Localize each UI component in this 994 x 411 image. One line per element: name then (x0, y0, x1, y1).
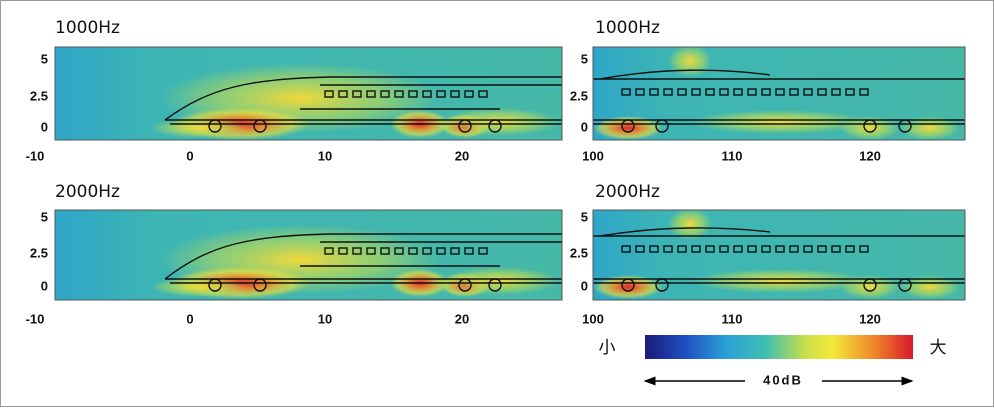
hot-spot (668, 208, 712, 240)
x-tick-label: 110 (722, 148, 743, 163)
y-tick-label: 0 (581, 278, 588, 293)
panel: 1000Hz 5 2.5 0 100 110 120 (570, 18, 965, 163)
heatmap (593, 208, 965, 300)
x-tick-label: 120 (859, 148, 881, 163)
panel-title: 1000Hz (595, 18, 660, 38)
panel: 2000Hz 5 2.5 0 100 110 120 (570, 182, 965, 326)
heatmap (55, 47, 562, 140)
x-tick-label: 10 (318, 311, 332, 326)
hot-spot (690, 110, 870, 134)
figure: 1000Hz52.50-10010201000Hz52.501001101202… (0, 0, 994, 407)
y-tick-label: 2.5 (570, 88, 588, 103)
color-scale (645, 335, 913, 359)
hot-spot (668, 45, 712, 77)
y-tick-label: 5 (581, 51, 588, 66)
panel-title: 2000Hz (595, 182, 660, 202)
panel-title: 1000Hz (55, 18, 120, 38)
x-tick-label: -10 (26, 311, 45, 326)
hot-spot (150, 118, 250, 138)
x-tick-label: 100 (582, 311, 604, 326)
panel: 2000Hz 5 2.5 0 -10 0 10 20 (26, 182, 562, 326)
x-tick-label: 0 (186, 148, 193, 163)
y-tick-label: 5 (41, 209, 48, 224)
y-tick-label: 5 (41, 51, 48, 66)
legend-low: 小 (599, 338, 616, 358)
x-tick-label: 20 (455, 148, 469, 163)
y-tick-label: 5 (581, 209, 588, 224)
x-tick-label: 10 (318, 148, 332, 163)
heatmap (593, 45, 965, 140)
legend-range: 40dB (763, 372, 803, 387)
x-tick-label: 110 (722, 311, 743, 326)
panel-title: 2000Hz (55, 182, 120, 202)
legend-high: 大 (930, 338, 947, 358)
hot-spot (690, 269, 870, 293)
colorbar: 小 大 40dB (599, 335, 947, 387)
x-tick-label: 0 (186, 311, 193, 326)
y-tick-label: 2.5 (30, 88, 48, 103)
heatmap (55, 210, 562, 300)
y-tick-label: 2.5 (570, 245, 588, 260)
panel: 1000Hz 5 2.5 0 -10 0 10 20 (26, 18, 562, 163)
hot-spot (150, 277, 250, 297)
y-tick-label: 0 (41, 119, 48, 134)
x-tick-label: -10 (26, 148, 45, 163)
y-tick-label: 0 (581, 119, 588, 134)
x-tick-label: 20 (455, 311, 469, 326)
y-tick-label: 0 (41, 278, 48, 293)
x-tick-label: 100 (582, 148, 604, 163)
y-tick-label: 2.5 (30, 245, 48, 260)
x-tick-label: 120 (859, 311, 881, 326)
